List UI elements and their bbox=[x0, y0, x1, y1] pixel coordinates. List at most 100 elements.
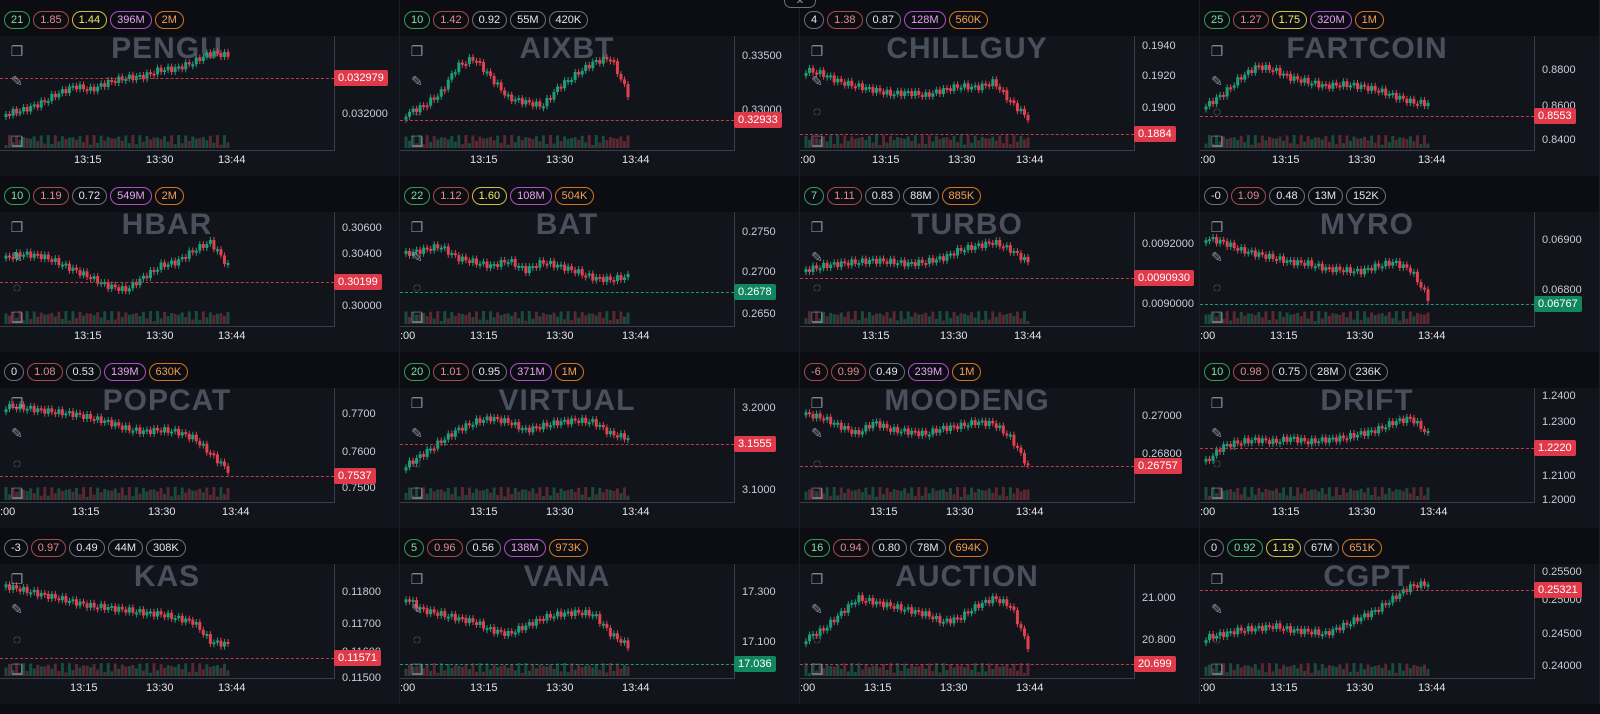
plot-area[interactable]: KAS ❐ ✎ ◌ ❏ bbox=[0, 560, 335, 679]
chart-panel[interactable]: MOODENG ❐ ✎ ◌ ❏ 0.27000 0.26800 0.26757 13:15 13:… bbox=[800, 384, 1199, 528]
metric-badge[interactable]: 5 bbox=[404, 539, 425, 557]
price-axis[interactable]: 0.06900 0.06800 bbox=[1536, 212, 1599, 326]
metric-badge[interactable]: 371M bbox=[510, 363, 552, 381]
metric-badge[interactable]: 239M bbox=[907, 363, 950, 381]
hide-icon[interactable]: ◌ bbox=[812, 103, 822, 119]
time-axis[interactable]: 13:15 13:30 13:44 bbox=[800, 328, 1134, 346]
metric-badge[interactable]: 1M bbox=[554, 363, 584, 381]
pin-icon[interactable]: ✎ bbox=[11, 424, 23, 441]
metric-badge[interactable]: -0 bbox=[1204, 187, 1228, 205]
metric-badge[interactable]: 138M bbox=[503, 539, 546, 557]
time-axis[interactable]: :00 13:15 13:30 13:44 bbox=[800, 680, 1134, 698]
metric-badge[interactable]: 420K bbox=[548, 11, 589, 29]
metric-badge[interactable]: 1M bbox=[952, 363, 982, 381]
chart-panel[interactable]: HBAR❐✎◌❏0.306000.304000.301990.300000.30… bbox=[0, 208, 399, 352]
metric-badge[interactable]: 694K bbox=[948, 539, 989, 557]
metric-badge[interactable]: 0.83 bbox=[864, 187, 901, 205]
chart-panel[interactable]: TURBO ❐ ✎ ◌ ❏ 0.0092000 0.0090000 0.0090930 13:1… bbox=[800, 208, 1199, 352]
metric-badge[interactable]: -3 bbox=[4, 539, 28, 557]
copy-icon[interactable]: ❐ bbox=[1210, 218, 1224, 235]
hide-icon[interactable]: ◌ bbox=[412, 631, 422, 647]
plot-area[interactable]: VIRTUAL ❐ ✎ ◌ ❏ bbox=[400, 384, 735, 503]
pin-icon[interactable]: ✎ bbox=[811, 248, 823, 265]
metric-badge[interactable]: 1.60 bbox=[471, 187, 508, 205]
pin-icon[interactable]: ✎ bbox=[1211, 424, 1223, 441]
hide-icon[interactable]: ◌ bbox=[1212, 279, 1222, 295]
metric-badge[interactable]: 88M bbox=[903, 187, 939, 205]
plot-area[interactable]: BAT ❐ ✎ ◌ ❏ bbox=[400, 208, 735, 327]
copy-icon[interactable]: ❐ bbox=[810, 42, 824, 59]
layers-icon[interactable]: ❏ bbox=[810, 308, 824, 325]
layers-icon[interactable]: ❏ bbox=[410, 660, 424, 677]
chart-panel[interactable]: VANA ❐ ✎ ◌ ❏ 17.300 17.100 17.036:00 13:15 13:30 1… bbox=[400, 560, 799, 704]
pin-icon[interactable]: ✎ bbox=[1211, 600, 1223, 617]
plot-area[interactable]: HBAR ❐ ✎ ◌ ❏ bbox=[0, 208, 335, 327]
price-axis[interactable]: 1.2400 1.2300 1.2100 1.2000 bbox=[1536, 388, 1599, 506]
metric-badge[interactable]: 1.08 bbox=[27, 363, 63, 381]
price-axis[interactable]: 0.032000 bbox=[336, 36, 399, 150]
plot-area[interactable]: DRIFT ❐ ✎ ◌ ❏ bbox=[1200, 384, 1535, 503]
metric-badge[interactable]: 21 bbox=[4, 11, 31, 29]
hide-icon[interactable]: ◌ bbox=[1212, 103, 1222, 119]
metric-badge[interactable]: 0.53 bbox=[65, 363, 101, 381]
layers-icon[interactable]: ❏ bbox=[810, 660, 824, 677]
metric-badge[interactable]: 0.94 bbox=[833, 539, 869, 557]
layers-icon[interactable]: ❏ bbox=[1210, 660, 1224, 677]
hide-icon[interactable]: ◌ bbox=[412, 455, 422, 471]
layers-icon[interactable]: ❏ bbox=[10, 484, 24, 501]
metric-badge[interactable]: 139M bbox=[103, 363, 146, 381]
metric-badge[interactable]: 560K bbox=[948, 11, 989, 29]
metric-badge[interactable]: 0.87 bbox=[865, 11, 901, 29]
copy-icon[interactable]: ❐ bbox=[410, 394, 424, 411]
pin-icon[interactable]: ✎ bbox=[411, 600, 423, 617]
metric-badge[interactable]: 55M bbox=[510, 11, 546, 29]
chart-panel[interactable]: MYRO ❐ ✎ ◌ ❏ 0.06900 0.06800 0.06767:00 13:15 13:… bbox=[1200, 208, 1599, 352]
metric-badge[interactable]: 0.97 bbox=[30, 539, 67, 557]
chart-panel[interactable]: BAT ❐ ✎ ◌ ❏ 0.2750 0.2700 0.2650 0.2678:00 13:15 1… bbox=[400, 208, 799, 352]
hide-icon[interactable]: ◌ bbox=[1212, 455, 1222, 471]
copy-icon[interactable]: ❐ bbox=[410, 218, 424, 235]
price-axis[interactable]: 0.7700 0.7600 0.7500 bbox=[336, 388, 399, 502]
plot-area[interactable]: AIXBT ❐ ✎ ◌ ❏ bbox=[400, 32, 735, 151]
metric-badge[interactable]: 7 bbox=[804, 187, 825, 205]
metric-badge[interactable]: 504K bbox=[554, 187, 595, 205]
price-axis[interactable]: 21.000 20.800 bbox=[1136, 564, 1199, 678]
layers-icon[interactable]: ❏ bbox=[410, 308, 424, 325]
metric-badge[interactable]: 0.80 bbox=[871, 539, 908, 557]
metric-badge[interactable]: 20 bbox=[404, 363, 431, 381]
metric-badge[interactable]: 0.56 bbox=[465, 539, 501, 557]
metric-badge[interactable]: 152K bbox=[1346, 187, 1386, 205]
pin-icon[interactable]: ✎ bbox=[1211, 248, 1223, 265]
time-axis[interactable]: :00 13:15 13:30 13:44 bbox=[800, 152, 1134, 170]
copy-icon[interactable]: ❐ bbox=[10, 394, 24, 411]
metric-badge[interactable]: 0.95 bbox=[471, 363, 508, 381]
metric-badge[interactable]: 1.85 bbox=[33, 11, 69, 29]
time-axis[interactable]: 13:15 13:30 13:44 bbox=[400, 504, 734, 522]
metric-badge[interactable]: 1.75 bbox=[1271, 11, 1308, 29]
plot-area[interactable]: AUCTION ❐ ✎ ◌ ❏ bbox=[800, 560, 1135, 679]
copy-icon[interactable]: ❐ bbox=[10, 218, 24, 235]
pin-icon[interactable]: ✎ bbox=[1211, 72, 1223, 89]
metric-badge[interactable]: 1.44 bbox=[71, 11, 108, 29]
chart-panel[interactable]: FARTCOIN ❐ ✎ ◌ ❏ 0.8800 0.8600 0.8400 0.8553:00 1… bbox=[1200, 32, 1599, 176]
chart-panel[interactable]: CGPT ❐ ✎ ◌ ❏ 0.25500 0.25000 0.24500 0.24000 0.25… bbox=[1200, 560, 1599, 704]
hide-icon[interactable]: ◌ bbox=[1212, 631, 1222, 647]
price-axis[interactable]: 0.2750 0.2700 0.2650 bbox=[736, 212, 799, 326]
time-axis[interactable]: :00 13:15 13:30 13:44 bbox=[1200, 680, 1534, 698]
hide-icon[interactable]: ◌ bbox=[412, 279, 422, 295]
metric-badge[interactable]: 16 bbox=[804, 539, 831, 557]
metric-badge[interactable]: 308K bbox=[146, 539, 186, 557]
metric-badge[interactable]: 1.42 bbox=[433, 11, 469, 29]
metric-badge[interactable]: 0.49 bbox=[69, 539, 105, 557]
layers-icon[interactable]: ❏ bbox=[10, 308, 24, 325]
copy-icon[interactable]: ❐ bbox=[1210, 394, 1224, 411]
copy-icon[interactable]: ❐ bbox=[10, 570, 24, 587]
metric-badge[interactable]: 0.98 bbox=[1233, 363, 1269, 381]
pin-icon[interactable]: ✎ bbox=[811, 600, 823, 617]
time-axis[interactable]: :00 13:15 13:30 13:44 bbox=[1200, 152, 1534, 170]
copy-icon[interactable]: ❐ bbox=[1210, 42, 1224, 59]
price-axis[interactable]: 0.27000 0.26800 bbox=[1136, 388, 1199, 502]
metric-badge[interactable]: 22 bbox=[404, 187, 431, 205]
metric-badge[interactable]: 2M bbox=[154, 187, 184, 205]
